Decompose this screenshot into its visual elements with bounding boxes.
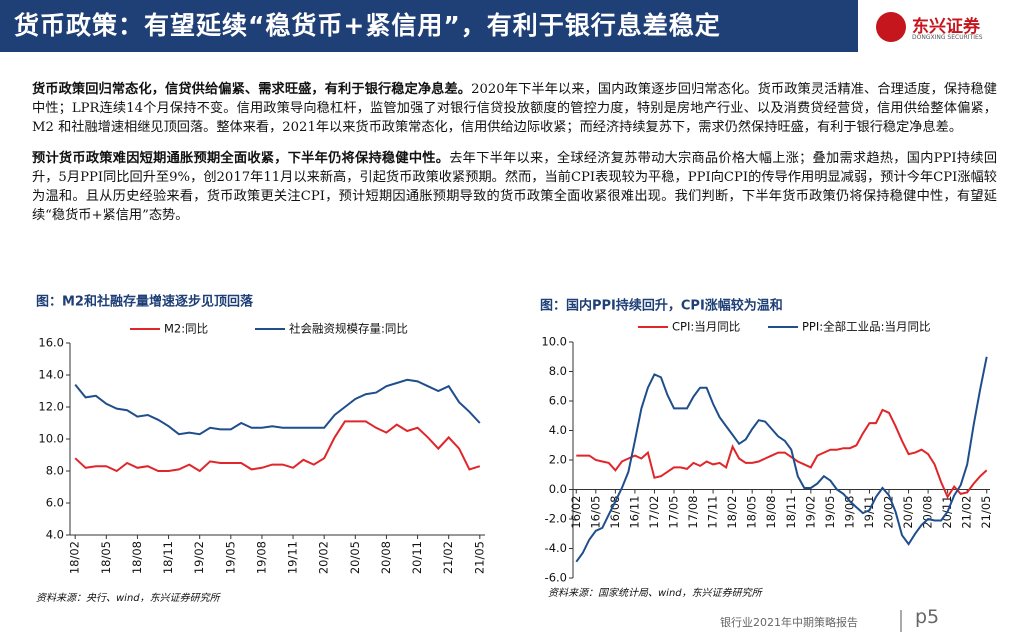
x-tick-label: 20/11 xyxy=(410,541,424,574)
series-line xyxy=(576,408,988,500)
logo: 东兴证券 DONGXING SECURITIES xyxy=(872,10,1012,46)
x-tick-label: 21/02 xyxy=(960,496,974,529)
legend-label: M2:同比 xyxy=(164,322,208,336)
paragraph: 预计货币政策难因短期通胀预期全面收紧，下半年仍将保持稳健中性。去年下半年以来，全… xyxy=(32,149,997,225)
x-tick-label: 19/05 xyxy=(823,496,837,529)
x-tick-label: 19/11 xyxy=(286,541,300,574)
divider xyxy=(900,610,902,632)
y-tick-label: 16.0 xyxy=(38,336,64,350)
chart-source: 资料来源：央行、wind，东兴证券研究所 xyxy=(36,592,222,604)
x-tick-label: 16/08 xyxy=(608,496,622,529)
y-tick-label: -2.0 xyxy=(545,512,567,526)
x-tick-label: 20/02 xyxy=(317,541,331,574)
y-tick-label: 10.0 xyxy=(38,432,64,446)
y-tick-label: -6.0 xyxy=(545,571,567,585)
x-tick-label: 21/02 xyxy=(441,541,455,574)
logo-sub: DONGXING SECURITIES xyxy=(912,34,983,41)
x-tick-label: 20/05 xyxy=(901,496,915,529)
x-tick-label: 20/08 xyxy=(379,541,393,574)
y-tick-label: 0.0 xyxy=(549,482,567,496)
y-tick-label: 4.0 xyxy=(46,528,64,542)
legend-label: CPI:当月同比 xyxy=(672,320,740,334)
logo-name: 东兴证券 xyxy=(912,17,980,37)
text: 2020年下半年以来，国内政策逐步回归常态化。货币政策灵活精准、合理适度，保持稳… xyxy=(32,82,997,135)
x-tick-label: 17/08 xyxy=(686,496,700,529)
y-tick-label: 6.0 xyxy=(549,394,567,408)
x-tick-label: 17/11 xyxy=(706,496,720,529)
y-tick-label: 4.0 xyxy=(549,423,567,437)
chart-title: 图：国内PPI持续回升，CPI涨幅较为温和 xyxy=(540,298,783,314)
x-tick-label: 18/11 xyxy=(784,496,798,529)
y-tick-label: 12.0 xyxy=(38,400,64,414)
header-title: 货币政策：有望延续“稳货币+紧信用”，有利于银行息差稳定 xyxy=(0,0,858,52)
legend-label: 社会融资规模存量:同比 xyxy=(289,322,408,336)
x-tick-label: 16/11 xyxy=(627,496,641,529)
x-tick-label: 20/02 xyxy=(882,496,896,529)
x-tick-label: 18/11 xyxy=(161,541,175,574)
y-tick-label: -4.0 xyxy=(545,541,567,555)
footer-report: 银行业2021年中期策略报告 xyxy=(720,616,858,629)
y-tick-label: 2.0 xyxy=(549,453,567,467)
y-tick-label: 10.0 xyxy=(541,335,567,349)
x-tick-label: 18/05 xyxy=(745,496,759,529)
x-tick-label: 19/02 xyxy=(192,541,206,574)
x-tick-label: 18/08 xyxy=(764,496,778,529)
series-line xyxy=(74,378,481,436)
series-line xyxy=(74,420,481,473)
x-tick-label: 19/02 xyxy=(803,496,817,529)
text: 去年下半年以来，全球经济复苏带动大宗商品价格大幅上涨；叠加需求趋热，国内PPI持… xyxy=(32,151,998,223)
x-tick-label: 17/05 xyxy=(666,496,680,529)
x-tick-label: 21/05 xyxy=(472,541,486,574)
y-tick-label: 6.0 xyxy=(46,496,64,510)
lead: 预计货币政策难因短期通胀预期全面收紧，下半年仍将保持稳健中性。 xyxy=(32,151,450,166)
lead: 货币政策回归常态化，信贷供给偏紧、需求旺盛，有利于银行稳定净息差。 xyxy=(32,82,472,97)
x-tick-label: 20/05 xyxy=(348,541,362,574)
x-tick-label: 18/02 xyxy=(68,541,82,574)
chart-title: 图：M2和社融存量增速逐步见顶回落 xyxy=(36,294,254,310)
x-tick-label: 18/02 xyxy=(725,496,739,529)
chart-source: 资料来源：国家统计局、wind，东兴证券研究所 xyxy=(548,587,764,599)
series-line xyxy=(575,356,988,563)
legend-label: PPI:全部工业品:当月同比 xyxy=(802,320,931,334)
paragraph: 货币政策回归常态化，信贷供给偏紧、需求旺盛，有利于银行稳定净息差。2020年下半… xyxy=(32,80,997,137)
x-tick-label: 19/05 xyxy=(223,541,237,574)
page-number: p5 xyxy=(915,606,940,628)
body-text: 货币政策回归常态化，信贷供给偏紧、需求旺盛，有利于银行稳定净息差。2020年下半… xyxy=(32,80,997,237)
y-tick-label: 14.0 xyxy=(38,368,64,382)
x-tick-label: 18/08 xyxy=(130,541,144,574)
x-tick-label: 16/02 xyxy=(569,496,583,529)
logo-mark xyxy=(876,12,906,42)
x-tick-label: 18/05 xyxy=(99,541,113,574)
y-tick-label: 8.0 xyxy=(46,464,64,478)
x-tick-label: 19/08 xyxy=(254,541,268,574)
x-tick-label: 21/05 xyxy=(979,496,993,529)
y-tick-label: 8.0 xyxy=(549,364,567,378)
x-tick-label: 17/02 xyxy=(647,496,661,529)
x-tick-label: 16/05 xyxy=(588,496,602,529)
